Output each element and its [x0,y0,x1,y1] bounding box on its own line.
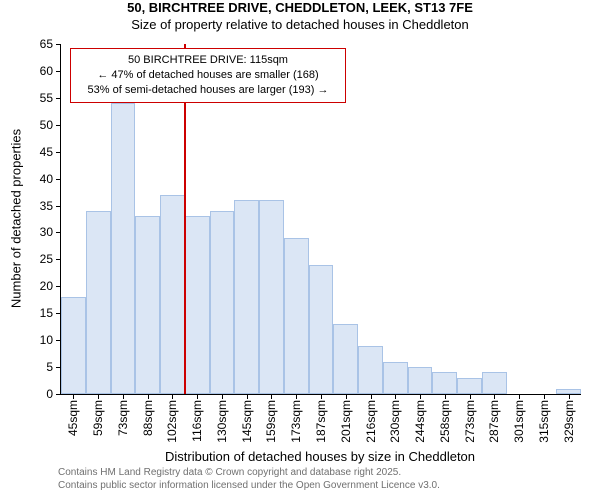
histogram-bar [408,367,433,394]
x-tick-label: 88sqm [141,400,155,436]
y-axis-label: Number of detached properties [9,119,24,319]
y-tick-mark [56,179,61,180]
y-tick-mark [56,98,61,99]
y-tick-mark [56,259,61,260]
histogram-bar [259,200,284,394]
histogram-bar [160,195,185,394]
histogram-bar [457,378,482,394]
histogram-bar [135,216,160,394]
x-tick-mark [148,394,149,399]
x-tick-label: 230sqm [388,400,402,443]
x-tick-label: 116sqm [190,400,204,442]
x-tick-mark [98,394,99,399]
x-tick-label: 216sqm [364,400,378,443]
histogram-bar [333,324,358,394]
x-tick-label: 130sqm [215,400,229,443]
x-tick-label: 287sqm [487,400,501,443]
x-tick-label: 187sqm [314,400,328,443]
x-tick-label: 173sqm [289,400,303,443]
y-tick-mark [56,125,61,126]
x-tick-label: 159sqm [264,400,278,443]
x-tick-label: 145sqm [240,400,254,443]
histogram-bar [482,372,507,394]
x-tick-mark [247,394,248,399]
x-tick-mark [519,394,520,399]
y-tick-label: 0 [46,387,53,401]
histogram-bar [358,346,383,394]
x-tick-mark [123,394,124,399]
x-tick-label: 329sqm [562,400,576,443]
x-tick-mark [395,394,396,399]
x-tick-mark [544,394,545,399]
y-tick-label: 10 [40,333,53,347]
histogram-bar [309,265,334,394]
callout-line1: 50 BIRCHTREE DRIVE: 115sqm [79,53,337,68]
y-tick-label: 5 [46,360,53,374]
attribution: Contains HM Land Registry data © Crown c… [58,466,440,492]
x-tick-mark [569,394,570,399]
x-tick-label: 102sqm [165,400,179,443]
histogram-bar [210,211,235,394]
callout-line3: 53% of semi-detached houses are larger (… [79,83,337,98]
histogram-bar [234,200,259,394]
x-tick-label: 315sqm [537,400,551,443]
x-tick-label: 73sqm [116,400,130,436]
x-tick-mark [271,394,272,399]
x-tick-mark [321,394,322,399]
x-tick-mark [494,394,495,399]
x-tick-label: 59sqm [91,400,105,436]
x-tick-mark [222,394,223,399]
y-tick-mark [56,206,61,207]
y-tick-mark [56,232,61,233]
histogram-bar [284,238,309,394]
y-tick-label: 65 [40,37,53,51]
x-tick-label: 258sqm [438,400,452,443]
y-tick-mark [56,44,61,45]
attribution-line2: Contains public sector information licen… [58,479,440,492]
attribution-line1: Contains HM Land Registry data © Crown c… [58,466,440,479]
y-tick-label: 30 [40,225,53,239]
x-tick-mark [197,394,198,399]
chart-container: { "chart": { "type": "histogram", "title… [0,0,600,500]
x-tick-label: 244sqm [413,400,427,443]
y-tick-label: 55 [40,91,53,105]
chart-title-line1: 50, BIRCHTREE DRIVE, CHEDDLETON, LEEK, S… [0,0,600,17]
chart-title-line2: Size of property relative to detached ho… [0,17,600,34]
y-tick-label: 50 [40,118,53,132]
y-tick-label: 45 [40,145,53,159]
y-tick-label: 35 [40,199,53,213]
histogram-bar [61,297,86,394]
x-tick-mark [445,394,446,399]
callout-line2: ← 47% of detached houses are smaller (16… [79,68,337,83]
x-tick-label: 301sqm [512,400,526,443]
histogram-bar [432,372,457,394]
y-tick-label: 20 [40,279,53,293]
x-tick-mark [346,394,347,399]
callout-box: 50 BIRCHTREE DRIVE: 115sqm ← 47% of deta… [70,48,346,103]
x-tick-mark [470,394,471,399]
y-tick-mark [56,71,61,72]
y-tick-mark [56,394,61,395]
x-tick-mark [73,394,74,399]
y-tick-label: 25 [40,252,53,266]
y-tick-label: 60 [40,64,53,78]
x-tick-label: 45sqm [66,400,80,436]
histogram-bar [86,211,111,394]
histogram-bar [111,103,136,394]
x-tick-mark [296,394,297,399]
x-tick-mark [420,394,421,399]
x-tick-label: 201sqm [339,400,353,443]
y-tick-mark [56,286,61,287]
x-tick-mark [371,394,372,399]
y-tick-label: 15 [40,306,53,320]
x-axis-label: Distribution of detached houses by size … [60,449,580,464]
x-tick-mark [172,394,173,399]
y-tick-mark [56,152,61,153]
histogram-bar [383,362,408,394]
y-tick-label: 40 [40,172,53,186]
x-tick-label: 273sqm [463,400,477,443]
histogram-bar [185,216,210,394]
